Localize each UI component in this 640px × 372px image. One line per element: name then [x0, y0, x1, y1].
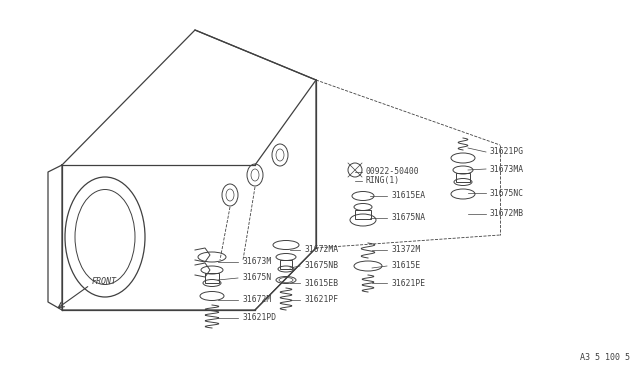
Text: 31675NC: 31675NC — [490, 189, 524, 198]
Text: 00922-50400: 00922-50400 — [365, 167, 419, 176]
Text: 31621PE: 31621PE — [392, 279, 426, 288]
Text: 31675NA: 31675NA — [392, 214, 426, 222]
Text: 31672MB: 31672MB — [490, 209, 524, 218]
Text: RING(1): RING(1) — [365, 176, 399, 186]
Text: 31621PF: 31621PF — [305, 295, 339, 305]
Bar — [456, 173, 470, 182]
Bar — [280, 260, 292, 269]
Text: 31675N: 31675N — [243, 273, 272, 282]
Text: 31621PG: 31621PG — [490, 148, 524, 157]
Text: 31673MA: 31673MA — [490, 164, 524, 173]
Bar — [355, 210, 371, 219]
Text: A3 5 100 5: A3 5 100 5 — [580, 353, 630, 362]
Text: 31672MA: 31672MA — [305, 246, 339, 254]
Text: 31615EB: 31615EB — [305, 279, 339, 288]
Text: 31615EA: 31615EA — [392, 192, 426, 201]
Text: 31372M: 31372M — [392, 246, 421, 254]
Text: FRONT: FRONT — [92, 278, 117, 286]
Text: 31672M: 31672M — [243, 295, 272, 305]
Bar — [205, 273, 219, 283]
Text: 31621PD: 31621PD — [243, 314, 277, 323]
Text: 31615E: 31615E — [392, 262, 421, 270]
Text: 31673M: 31673M — [243, 257, 272, 266]
Text: 31675NB: 31675NB — [305, 262, 339, 270]
